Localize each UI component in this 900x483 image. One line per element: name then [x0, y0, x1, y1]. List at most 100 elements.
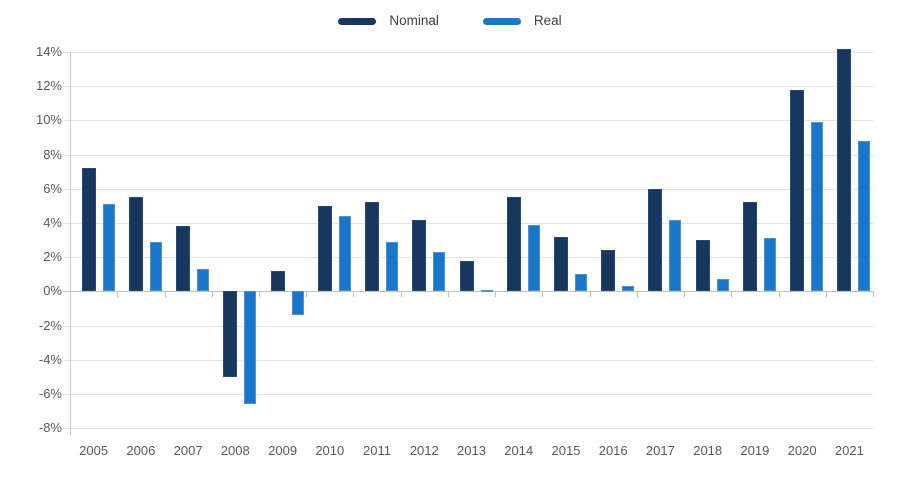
x-axis-label-2020: 2020 — [787, 443, 817, 458]
bar-nominal-2019 — [742, 202, 757, 292]
legend-item-nominal[interactable]: Nominal — [338, 13, 439, 29]
x-axis-label-2015: 2015 — [551, 443, 581, 458]
x-axis-tick — [447, 291, 449, 298]
bar-real-2013 — [480, 289, 493, 292]
gridline-10% — [63, 120, 873, 122]
x-axis-label-2018: 2018 — [693, 443, 723, 458]
y-axis-label-4%: 4% — [43, 214, 62, 230]
bar-real-2010 — [338, 216, 351, 292]
x-axis-tick — [636, 291, 638, 298]
bar-nominal-2010 — [317, 205, 332, 292]
bar-real-2012 — [433, 252, 446, 292]
x-axis-label-2010: 2010 — [315, 443, 345, 458]
bar-real-2015 — [575, 274, 587, 292]
legend-label-nominal: Nominal — [389, 13, 439, 28]
x-axis-tick — [684, 291, 686, 298]
legend-swatch-nominal-icon — [338, 17, 377, 25]
bar-nominal-2020 — [790, 89, 805, 292]
bar-real-2020 — [811, 122, 824, 292]
bar-nominal-2006 — [128, 197, 143, 292]
bar-real-2006 — [149, 241, 162, 292]
bar-real-2009 — [291, 291, 304, 316]
y-axis-line — [70, 52, 71, 435]
x-axis-tick — [258, 291, 260, 298]
bar-nominal-2007 — [176, 226, 191, 292]
bar-nominal-2017 — [648, 188, 663, 292]
x-axis-label-2017: 2017 — [645, 443, 675, 458]
bar-real-2014 — [527, 224, 540, 292]
x-axis-label-2005: 2005 — [79, 443, 109, 458]
zero-gridline — [63, 291, 873, 293]
x-axis-tick — [211, 291, 213, 298]
bar-real-2019 — [763, 238, 776, 292]
x-axis-tick — [306, 291, 308, 298]
x-axis-label-2012: 2012 — [409, 443, 439, 458]
bar-nominal-2013 — [459, 260, 474, 292]
y-axis-label--6%: -6% — [38, 385, 62, 401]
bar-real-2007 — [197, 269, 210, 292]
x-axis-tick — [70, 291, 71, 298]
gridline--4% — [63, 359, 873, 361]
x-axis-label-2016: 2016 — [598, 443, 628, 458]
y-axis-label--2%: -2% — [38, 317, 62, 333]
bar-real-2017 — [669, 219, 682, 292]
y-axis-label--8%: -8% — [38, 420, 62, 435]
bar-real-2016 — [622, 286, 635, 292]
gridline-2% — [63, 257, 873, 259]
x-axis-label-2013: 2013 — [457, 443, 486, 458]
x-axis-tick — [731, 291, 733, 298]
bar-nominal-2021 — [837, 48, 852, 292]
y-axis-label-0%: 0% — [43, 283, 62, 299]
y-axis-label-2%: 2% — [43, 249, 62, 265]
legend-item-real[interactable]: Real — [482, 13, 562, 29]
gridline-14% — [63, 52, 873, 53]
bar-nominal-2011 — [365, 202, 379, 292]
bar-real-2021 — [858, 140, 871, 292]
bar-nominal-2008 — [223, 291, 238, 377]
x-axis-label-2008: 2008 — [220, 443, 250, 458]
bar-nominal-2012 — [412, 219, 427, 292]
x-axis-label-2009: 2009 — [268, 443, 298, 458]
x-axis-tick — [825, 291, 827, 298]
gridline-6% — [63, 188, 873, 190]
x-axis-label-2021: 2021 — [834, 443, 864, 458]
bar-real-2018 — [716, 279, 729, 292]
x-axis-label-2006: 2006 — [126, 443, 156, 458]
x-axis-tick — [589, 291, 591, 298]
bar-nominal-2016 — [601, 250, 616, 292]
bar-nominal-2015 — [554, 236, 568, 292]
bar-nominal-2018 — [695, 240, 710, 292]
legend: Nominal Real — [0, 13, 900, 29]
bar-nominal-2009 — [270, 270, 285, 292]
y-axis-label--4%: -4% — [38, 351, 62, 367]
gridline-8% — [63, 154, 873, 156]
legend-label-real: Real — [533, 13, 562, 28]
x-axis-tick — [117, 291, 119, 298]
y-axis-label-10%: 10% — [35, 112, 62, 128]
bar-real-2005 — [102, 204, 115, 292]
y-axis-label-14%: 14% — [35, 44, 62, 59]
gridline--8% — [63, 428, 873, 429]
x-axis-tick — [542, 291, 544, 298]
bar-nominal-2005 — [81, 168, 96, 292]
x-axis-tick — [164, 291, 166, 298]
gridline--2% — [63, 325, 873, 327]
x-axis-tick — [873, 291, 874, 298]
x-axis-label-2014: 2014 — [504, 443, 534, 458]
bar-real-2008 — [244, 291, 257, 405]
x-axis-label-2011: 2011 — [363, 443, 391, 458]
x-axis-tick — [778, 291, 780, 298]
x-axis-tick — [495, 291, 497, 298]
x-axis-label-2007: 2007 — [173, 443, 203, 458]
y-axis-label-8%: 8% — [43, 146, 62, 162]
x-axis-label-2019: 2019 — [740, 443, 770, 458]
gridline-12% — [63, 86, 873, 88]
x-axis-tick — [353, 291, 355, 298]
bar-nominal-2014 — [506, 197, 521, 292]
x-axis-tick — [400, 291, 402, 298]
gridline-4% — [63, 222, 873, 224]
legend-swatch-real-icon — [482, 17, 521, 25]
y-axis-label-6%: 6% — [43, 180, 62, 196]
bar-real-2011 — [386, 241, 398, 292]
